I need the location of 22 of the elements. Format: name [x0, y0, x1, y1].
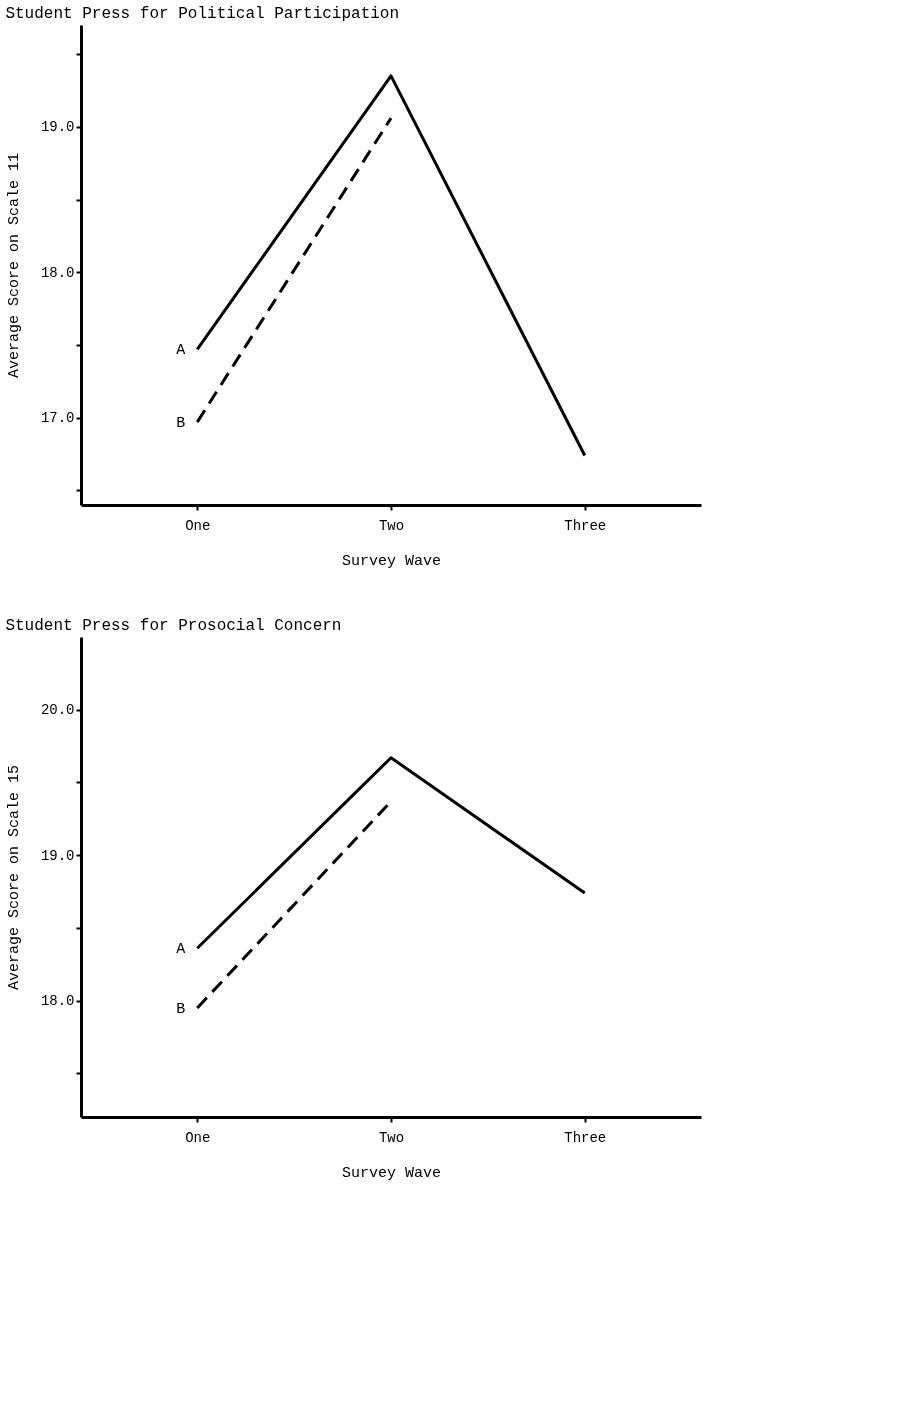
y-tick-label: 18.0: [40, 993, 75, 1010]
x-axis-title: Survey Wave: [341, 552, 442, 570]
chart-title: Student Press for Prosocial Concern: [5, 617, 342, 635]
x-tick-label: One: [185, 1129, 211, 1146]
x-tick-label: Three: [564, 1129, 607, 1146]
series-label: A: [176, 342, 186, 360]
y-axis-title: Average Score on Scale 15: [5, 764, 23, 991]
chart-title: Student Press for Political Participation: [5, 5, 400, 23]
x-tick-label: One: [185, 517, 211, 534]
x-tick-label: Two: [378, 517, 405, 534]
y-tick-label: 18.0: [40, 264, 75, 281]
y-tick-label: 20.0: [40, 702, 75, 719]
x-tick-label: Two: [378, 1129, 405, 1146]
series-label: B: [176, 1000, 186, 1018]
series-label: B: [176, 415, 186, 433]
y-tick-label: 19.0: [40, 119, 75, 136]
x-axis-title: Survey Wave: [341, 1164, 442, 1182]
series-label: A: [176, 941, 186, 959]
y-tick-label: 19.0: [40, 847, 75, 864]
x-tick-label: Three: [564, 517, 607, 534]
y-axis-title: Average Score on Scale 11: [5, 152, 23, 379]
y-tick-label: 17.0: [40, 410, 75, 427]
